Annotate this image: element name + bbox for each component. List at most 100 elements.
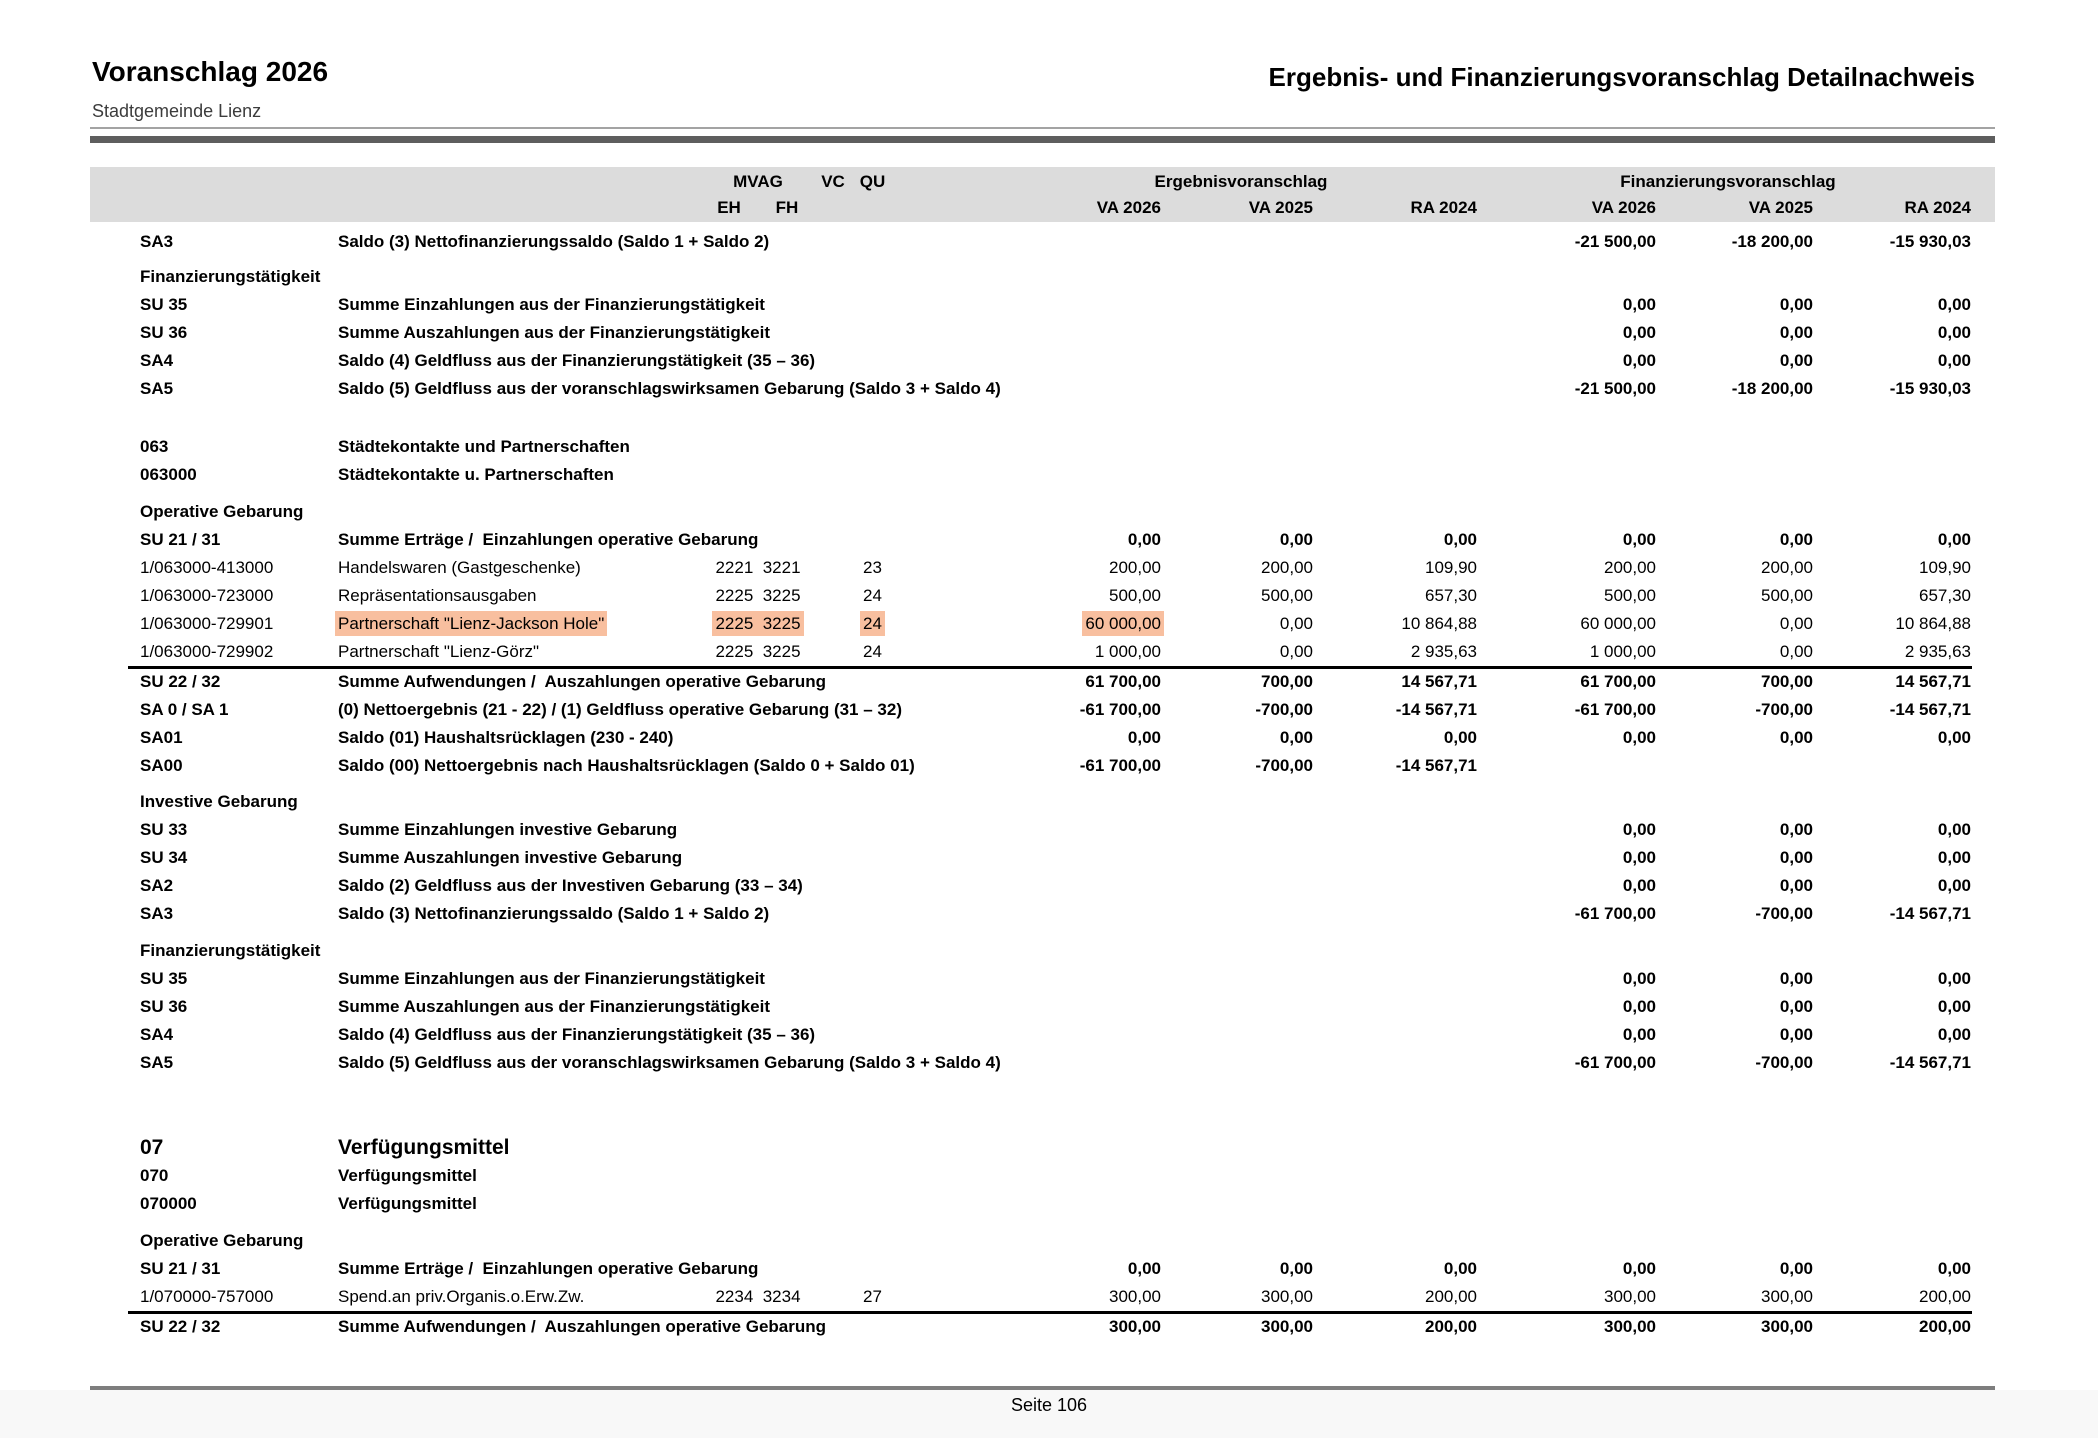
table-row: SU 21 / 31 Summe Erträge / Einzahlungen o… xyxy=(90,526,2010,554)
value-cell: 0,00 xyxy=(1660,1025,1817,1045)
value-cell-text: 1 000,00 xyxy=(1589,642,1656,661)
description-cell: Summe Einzahlungen aus der Finanzierungs… xyxy=(338,295,765,315)
table-row: SA01 Saldo (01) Haushaltsrücklagen (230 -… xyxy=(90,724,2010,752)
value-cell: 0,00 xyxy=(1660,1259,1817,1279)
value-cell-text: 2 935,63 xyxy=(1904,642,1971,661)
value-cell-text: 0,00 xyxy=(1779,642,1813,661)
value-cell-text: 61 700,00 xyxy=(1580,672,1656,691)
table-body: SA3 Saldo (3) Nettofinanzierungssaldo (Sa… xyxy=(90,222,2010,1341)
value-cell: 1 000,00 xyxy=(1481,642,1660,662)
value-cell: 0,00 xyxy=(1817,848,1975,868)
value-cell: 14 567,71 xyxy=(1317,672,1481,692)
value-cell: 2 935,63 xyxy=(1317,642,1481,662)
value-cell-text: 0,00 xyxy=(1622,848,1656,867)
description-cell-text: Summe Einzahlungen aus der Finanzierungs… xyxy=(338,969,765,988)
value-cell: 200,00 xyxy=(1165,558,1317,578)
code-cell: SA00 xyxy=(140,756,338,776)
value-cell: 0,00 xyxy=(1817,820,1975,840)
value-cell-text: 0,00 xyxy=(1937,1025,1971,1044)
description-cell: Summe Erträge / Einzahlungen operative G… xyxy=(338,1259,758,1279)
value-cell: 200,00 xyxy=(1817,1287,1975,1307)
value-cell: 0,00 xyxy=(1817,530,1975,550)
value-cell-text: 200,00 xyxy=(1919,1287,1971,1306)
table-row: 1/070000-757000 Spend.an priv.Organis.o.E… xyxy=(90,1283,2010,1311)
code-cell-text: 070 xyxy=(140,1166,169,1185)
value-cell-text: 200,00 xyxy=(1761,558,1813,577)
description-cell-text: Summe Auszahlungen investive Gebarung xyxy=(338,848,683,867)
value-cell: 10 864,88 xyxy=(1317,614,1481,634)
column-header-fin-ra2024: RA 2024 xyxy=(1904,197,1971,217)
column-header-fh: FH xyxy=(775,197,799,217)
value-cell: 700,00 xyxy=(1165,672,1317,692)
value-cell-text: 0,00 xyxy=(1779,848,1813,867)
description-cell-text: (0) Nettoergebnis (21 - 22) / (1) Geldfl… xyxy=(338,700,902,719)
code-cell: SU 33 xyxy=(140,820,338,840)
code-cell-text: SU 21 / 31 xyxy=(140,530,221,549)
qu-cell: 23 xyxy=(850,558,895,578)
value-cell-text: 0,00 xyxy=(1779,323,1813,342)
value-cell: 300,00 xyxy=(1660,1287,1817,1307)
description-cell: Summe Auszahlungen aus der Finanzierungs… xyxy=(338,323,770,343)
code-cell-text: SU 36 xyxy=(140,997,188,1016)
qu-cell-text: 24 xyxy=(863,614,882,633)
value-cell: 500,00 xyxy=(1660,586,1817,606)
value-cell-text: -61 700,00 xyxy=(1574,700,1656,719)
value-cell: -21 500,00 xyxy=(1481,379,1660,399)
value-cell: 657,30 xyxy=(1817,586,1975,606)
value-cell-text: 200,00 xyxy=(1604,558,1656,577)
mvag-eh-fh-cell-text: 2234 3234 xyxy=(715,1287,801,1306)
value-cell-text: 2 935,63 xyxy=(1410,642,1477,661)
table-row: SA4 Saldo (4) Geldfluss aus der Finanzier… xyxy=(90,347,2010,375)
code-cell: SU 22 / 32 xyxy=(140,1317,338,1337)
column-header-erg-ra2024: RA 2024 xyxy=(1410,197,1477,217)
value-cell-text: -700,00 xyxy=(1755,1053,1813,1072)
value-cell-text: 500,00 xyxy=(1761,586,1813,605)
value-cell-text: 0,00 xyxy=(1937,323,1971,342)
section-header-row: Finanzierungstätigkeit xyxy=(90,937,2010,965)
value-cell: 500,00 xyxy=(1481,586,1660,606)
value-cell: -14 567,71 xyxy=(1817,1053,1975,1073)
value-cell: 0,00 xyxy=(1481,323,1660,343)
code-cell-text: 063 xyxy=(140,437,169,456)
value-cell-text: 300,00 xyxy=(1109,1287,1161,1306)
value-cell: 500,00 xyxy=(895,586,1165,606)
value-cell: -61 700,00 xyxy=(895,700,1165,720)
value-cell: 0,00 xyxy=(895,530,1165,550)
code-cell: SU 21 / 31 xyxy=(140,530,338,550)
value-cell-text: 0,00 xyxy=(1279,614,1313,633)
column-group-finanzierungsvoranschlag: Finanzierungsvoranschlag xyxy=(1620,171,1836,191)
description-cell: Summe Auszahlungen investive Gebarung xyxy=(338,848,700,868)
code-cell: SU 34 xyxy=(140,848,338,868)
code-cell-text: 1/063000-723000 xyxy=(140,586,274,605)
value-cell-text: 0,00 xyxy=(1127,728,1161,747)
table-row: SU 35 Summe Einzahlungen aus der Finanzie… xyxy=(90,965,2010,993)
value-cell: 200,00 xyxy=(1317,1317,1481,1337)
value-cell: 0,00 xyxy=(1317,1259,1481,1279)
qu-cell-text: 27 xyxy=(863,1287,882,1306)
column-header-eh: EH xyxy=(717,197,741,217)
value-cell: 0,00 xyxy=(1481,351,1660,371)
description-cell: Saldo (4) Geldfluss aus der Finanzierung… xyxy=(338,351,815,371)
value-cell-text: 200,00 xyxy=(1919,1317,1971,1336)
value-cell: 0,00 xyxy=(1317,530,1481,550)
footer-background xyxy=(0,1390,2098,1438)
value-cell: 200,00 xyxy=(1481,558,1660,578)
value-cell-text: 0,00 xyxy=(1937,997,1971,1016)
value-cell: 109,90 xyxy=(1317,558,1481,578)
table-row: 063000 Städtekontakte u. Partnerschaften xyxy=(90,461,2010,489)
value-cell-text: 14 567,71 xyxy=(1895,672,1971,691)
code-cell-text: SU 21 / 31 xyxy=(140,1259,221,1278)
description-cell: Repräsentationsausgaben xyxy=(338,586,700,606)
description-cell: Verfügungsmittel xyxy=(338,1194,700,1214)
code-cell: 1/063000-729901 xyxy=(140,614,338,634)
section-label: Operative Gebarung xyxy=(140,1231,700,1251)
description-cell: Saldo (5) Geldfluss aus der voranschlags… xyxy=(338,1053,1001,1073)
code-cell: SU 36 xyxy=(140,323,338,343)
value-cell: -18 200,00 xyxy=(1660,232,1817,252)
value-cell: 0,00 xyxy=(1660,876,1817,896)
value-cell-text: 0,00 xyxy=(1779,1025,1813,1044)
value-cell: 0,00 xyxy=(1660,997,1817,1017)
table-row: SA3 Saldo (3) Nettofinanzierungssaldo (Sa… xyxy=(90,228,2010,256)
value-cell-text: 0,00 xyxy=(1127,530,1161,549)
value-cell-text: 0,00 xyxy=(1937,848,1971,867)
